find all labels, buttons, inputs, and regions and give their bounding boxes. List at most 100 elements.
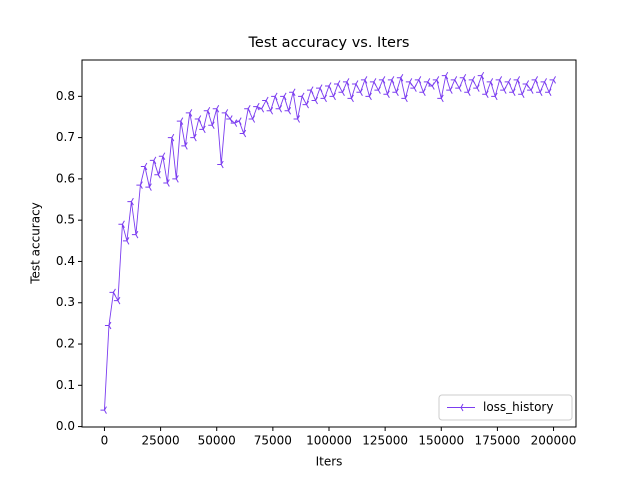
data-marker (486, 78, 494, 86)
legend-label: loss_history (483, 400, 553, 414)
plot-frame (81, 59, 577, 428)
data-marker (217, 160, 224, 169)
data-marker (167, 133, 175, 142)
data-marker (176, 117, 184, 125)
data-marker (275, 104, 283, 113)
y-tick-label: 0.3 (56, 295, 75, 309)
data-marker (351, 80, 359, 88)
data-marker (342, 78, 350, 86)
data-marker (257, 104, 265, 113)
data-marker (154, 171, 161, 179)
data-marker (396, 74, 404, 82)
data-marker (262, 96, 269, 105)
data-marker (527, 86, 534, 94)
data-marker (311, 96, 318, 105)
y-tick-label: 0.5 (56, 213, 75, 227)
data-marker (172, 175, 179, 183)
x-tick-label: 125000 (362, 434, 408, 448)
data-marker (226, 115, 233, 123)
data-marker (536, 88, 543, 96)
y-tick-label: 0.8 (56, 89, 75, 103)
data-marker (423, 78, 431, 86)
data-marker (118, 220, 125, 229)
data-marker (455, 84, 462, 92)
data-marker (545, 88, 552, 96)
x-axis-label: Iters (316, 455, 343, 469)
data-marker (127, 197, 134, 206)
data-marker (387, 76, 395, 84)
data-marker (365, 92, 372, 101)
data-marker (459, 74, 467, 82)
data-marker (194, 115, 202, 123)
y-tick-label: 0.7 (56, 130, 75, 144)
y-axis-label: Test accuracy (29, 202, 43, 285)
data-marker (432, 76, 440, 84)
data-marker (235, 117, 242, 125)
y-tick-label: 0.2 (56, 337, 75, 351)
data-marker (325, 82, 332, 90)
data-marker (347, 94, 354, 103)
data-marker (307, 86, 314, 94)
data-marker (419, 88, 426, 96)
x-tick-label: 25000 (141, 434, 179, 448)
data-marker (329, 92, 336, 101)
x-tick-label: 0 (101, 434, 109, 448)
data-marker (356, 88, 363, 96)
data-marker (369, 78, 377, 86)
data-marker (401, 94, 408, 103)
data-marker (500, 86, 507, 94)
data-marker (136, 181, 143, 189)
x-tick-label: 200000 (531, 434, 577, 448)
data-marker (284, 107, 292, 115)
data-marker (289, 88, 296, 96)
data-marker (109, 288, 116, 297)
data-marker (293, 115, 300, 123)
x-tick-label: 50000 (198, 434, 236, 448)
data-marker (113, 296, 121, 305)
data-marker (450, 76, 458, 84)
data-marker (518, 90, 525, 99)
data-marker (509, 88, 516, 96)
data-marker (221, 109, 229, 117)
data-marker (495, 76, 503, 84)
data-marker (149, 156, 157, 165)
data-marker (549, 76, 556, 84)
data-marker (383, 90, 390, 99)
x-tick-label: 175000 (475, 434, 521, 448)
data-marker (248, 115, 256, 123)
data-marker (491, 92, 498, 101)
data-marker (374, 86, 381, 94)
data-marker (320, 94, 327, 103)
data-marker (199, 125, 206, 134)
data-marker (239, 129, 247, 138)
data-marker (482, 90, 489, 99)
data-marker (333, 80, 341, 88)
data-marker (145, 183, 152, 191)
data-marker (163, 179, 170, 187)
data-marker (140, 162, 148, 171)
y-tick-label: 0.4 (56, 254, 75, 268)
y-tick-label: 0.0 (56, 419, 75, 433)
legend-box (438, 394, 573, 421)
data-marker (392, 88, 399, 96)
data-marker (437, 94, 444, 103)
data-marker (104, 321, 112, 330)
data-marker (266, 107, 274, 115)
data-marker (158, 152, 166, 160)
data-marker (100, 406, 107, 414)
data-marker (203, 107, 211, 115)
data-marker (446, 86, 453, 94)
x-tick-label: 150000 (418, 434, 464, 448)
data-marker (378, 76, 386, 84)
x-tick-label: 100000 (306, 434, 352, 448)
data-marker (522, 80, 530, 88)
data-marker (298, 92, 305, 101)
data-marker (244, 104, 251, 113)
data-marker (271, 92, 278, 101)
data-marker (131, 230, 139, 239)
data-marker (190, 133, 197, 142)
data-marker (468, 76, 476, 84)
data-marker (185, 109, 193, 117)
data-marker (414, 76, 422, 84)
